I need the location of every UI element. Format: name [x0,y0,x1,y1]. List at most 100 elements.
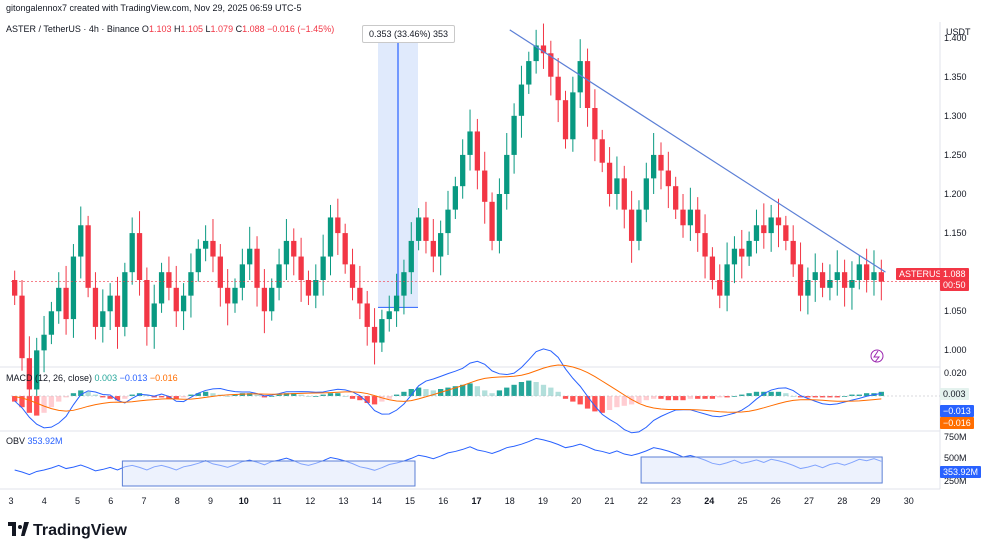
macd-bar [606,396,613,410]
obv-range-box-1 [121,460,416,487]
candle [812,272,818,280]
macd-tick: 0.020 [944,368,967,378]
candle [364,303,370,327]
candle [26,358,33,390]
time-tick: 22 [637,496,648,506]
macd-bar [775,391,782,396]
close-label: C [235,24,243,34]
macd-legend: MACD (12, 26, close) 0.003 −0.013 −0.016 [6,373,178,383]
trendline [509,29,886,273]
macd-bar [827,396,833,398]
time-tick: 26 [770,496,781,506]
candle [210,240,216,257]
candle [834,272,840,280]
candle [584,61,591,108]
candle [320,256,326,280]
macd-bar [129,394,135,396]
candle [232,287,238,304]
time-tick: 16 [438,496,449,506]
macd-bar [364,396,370,403]
candle [261,287,268,312]
price-tick: 1.300 [944,110,967,121]
candle [430,240,436,257]
candle [856,264,862,280]
obv-label[interactable]: OBV [6,436,26,446]
candle [452,186,458,210]
candle [100,311,106,327]
macd-bar [849,394,855,396]
macd-bar [430,390,436,396]
macd-line-value: −0.013 [119,373,148,383]
macd-bar [504,387,510,396]
candle [129,233,135,273]
low-label: L [205,24,211,34]
macd-bar [70,393,77,396]
macd-bar [658,396,664,399]
macd-bar [283,393,290,396]
macd-bar [291,393,297,396]
macd-bar [856,394,862,396]
macd-bar [797,396,804,398]
candle [827,280,833,288]
candle [415,217,422,241]
macd-bar [643,396,649,401]
macd-bar [393,394,400,396]
candle [849,280,855,288]
candle [540,45,547,54]
candle [614,178,620,194]
time-tick: 15 [404,496,416,506]
candle [628,209,635,241]
macd-bar [305,396,312,397]
candle [136,233,143,280]
candle [460,154,466,187]
macd-bar [166,396,172,399]
macd-bar [731,396,738,397]
candle [621,178,627,210]
macd-bar [599,396,605,413]
candle [19,295,25,359]
macd-bar [687,396,694,399]
macd-bar [12,396,18,402]
macd-bar [195,393,201,396]
candle [467,131,473,155]
candle [636,209,642,241]
change-value: −0.016 (−1.45%) [267,24,335,34]
candle [651,154,657,179]
candle [114,295,121,327]
high-value: 1.105 [180,24,204,34]
candle [665,170,671,187]
candle [841,272,848,288]
macd-bar [577,396,583,405]
macd-bar [173,396,179,399]
candle [570,92,576,140]
obv-tick-500: 500M [944,453,967,463]
symbol-name[interactable]: ASTER / TetherUS · 4h · Binance [6,24,140,34]
time-tick: 21 [604,496,615,506]
macd-bar [335,393,341,396]
macd-bar [269,396,275,397]
macd-bar [812,396,818,398]
candle [342,233,348,265]
macd-bar [570,396,576,402]
macd-bar [408,389,414,396]
candle [709,256,716,280]
currency-label[interactable]: USDT [946,27,971,37]
candle [504,154,510,194]
macd-bar [327,393,334,396]
close-value: 1.088 [242,24,265,34]
tradingview-logo[interactable]: TradingView [8,522,127,540]
time-tick: 13 [338,496,349,506]
macd-bar [379,396,385,402]
price-tick: 1.400 [944,32,967,43]
candle [70,256,77,320]
macd-bar [158,396,165,398]
macd-bar [467,383,473,396]
lightning-icon-bolt [873,350,881,363]
time-tick: 29 [870,496,881,506]
candle [680,209,686,226]
price-tick: 1.350 [944,71,967,82]
candle [239,264,245,288]
time-tick: 30 [903,496,914,506]
macd-label[interactable]: MACD (12, 26, close) [6,373,93,383]
